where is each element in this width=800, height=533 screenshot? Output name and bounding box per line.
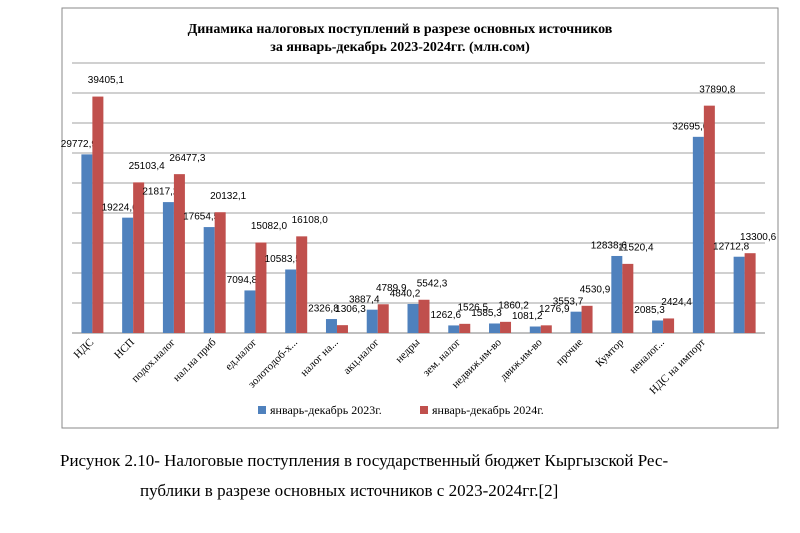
data-label: 1276,9 (539, 304, 570, 315)
legend-swatch (258, 406, 266, 414)
bar (500, 321, 512, 333)
bar (540, 325, 552, 333)
bar (744, 253, 756, 333)
bar (296, 236, 308, 333)
data-label: 12838,6 (591, 241, 628, 252)
bar (570, 311, 582, 333)
bar (459, 323, 471, 333)
data-label: 11520,4 (618, 243, 654, 254)
data-label: 4789,9 (376, 283, 407, 294)
data-label: 7094,8 (227, 275, 258, 286)
caption: Рисунок 2.10- Налоговые поступления в го… (60, 451, 668, 470)
bar (663, 318, 675, 333)
bar (733, 256, 745, 333)
data-label: 10583,5 (265, 254, 302, 265)
data-label: 16108,0 (292, 215, 329, 226)
data-label: 39405,1 (88, 75, 125, 86)
data-label: 15082,0 (251, 221, 288, 232)
data-label: 2424,4 (661, 297, 692, 308)
data-label: 17654,5 (183, 212, 220, 223)
data-label: 19224,6 (102, 202, 139, 213)
legend-label: январь-декабрь 2024г. (432, 403, 544, 417)
data-label: 1306,3 (335, 304, 366, 315)
data-label: 1262,6 (430, 310, 461, 321)
bar (529, 326, 541, 333)
bar (703, 105, 715, 333)
legend-swatch (420, 406, 428, 414)
bar (81, 154, 93, 333)
bar (203, 227, 215, 333)
data-label: 32695,0 (672, 121, 709, 132)
bar (162, 202, 174, 333)
data-label: 2085,3 (634, 305, 665, 316)
data-label: 1081,2 (512, 311, 543, 322)
chart-title: Динамика налоговых поступлений в разрезе… (188, 22, 613, 37)
bar (692, 136, 704, 333)
bar (622, 263, 634, 333)
data-label: 1585,3 (471, 308, 502, 319)
data-label: 2326,8 (308, 304, 339, 315)
bar (336, 325, 348, 333)
data-label: 1860,2 (498, 300, 529, 311)
data-label: 37890,8 (699, 84, 736, 95)
bar (173, 174, 185, 333)
bar (214, 212, 226, 333)
data-label: 3887,4 (349, 294, 380, 305)
bar (122, 217, 134, 333)
bar (652, 320, 664, 333)
bar (611, 255, 623, 333)
bar (92, 96, 104, 333)
data-label: 12712,8 (713, 241, 750, 252)
data-label: 1526,5 (457, 302, 488, 313)
data-label: 3553,7 (553, 296, 584, 307)
bar (285, 269, 297, 333)
data-label: 4840,2 (390, 289, 421, 300)
bar (448, 325, 460, 333)
data-label: 21817,2 (142, 187, 179, 198)
bar (133, 182, 145, 333)
bar (489, 323, 501, 333)
data-label: 25103,4 (129, 161, 166, 172)
bar (244, 290, 256, 333)
bar (377, 304, 389, 333)
bar (581, 305, 593, 333)
bar (325, 319, 337, 333)
data-label: 20132,1 (210, 191, 247, 202)
bar (255, 242, 267, 333)
bar (407, 303, 419, 333)
chart-subtitle: за январь-декабрь 2023-2024гг. (млн.сом) (270, 40, 530, 55)
bar (418, 299, 430, 333)
caption: публики в разрезе основных источников с … (140, 481, 558, 500)
data-label: 13300,6 (740, 232, 777, 243)
legend-label: январь-декабрь 2023г. (270, 403, 382, 417)
data-label: 29772,9 (61, 139, 98, 150)
data-label: 5542,3 (417, 278, 448, 289)
data-label: 26477,3 (169, 153, 206, 164)
bar (366, 309, 378, 333)
data-label: 4530,9 (580, 284, 611, 295)
